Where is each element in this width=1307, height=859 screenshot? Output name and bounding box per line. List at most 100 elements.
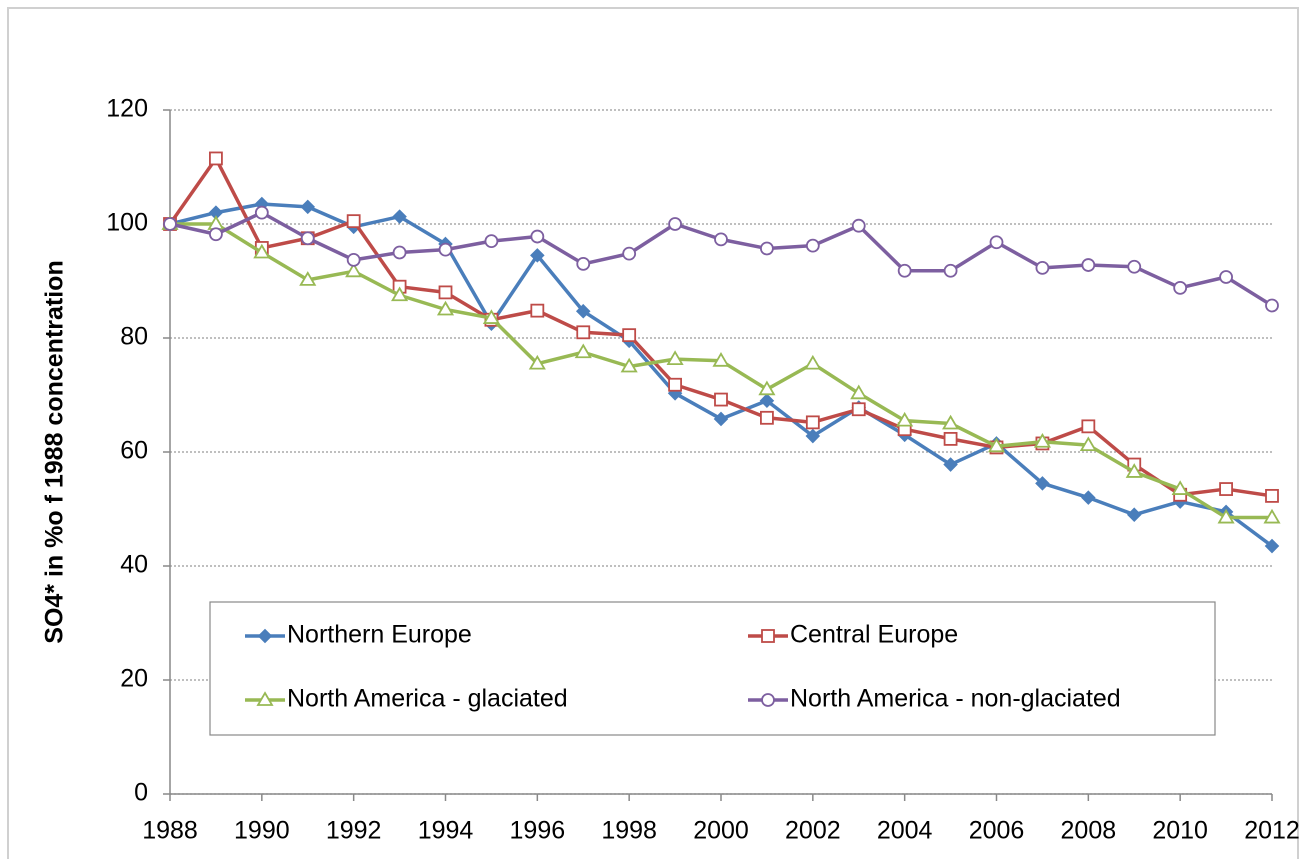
x-tick-label: 2006 [969, 817, 1025, 845]
marker [668, 217, 682, 231]
y-tick-label: 20 [120, 665, 148, 693]
marker [576, 325, 591, 340]
marker [620, 357, 638, 373]
marker [392, 209, 407, 224]
marker [1079, 436, 1097, 452]
marker [850, 384, 868, 400]
marker [345, 262, 363, 278]
marker [392, 245, 407, 260]
marker [713, 411, 729, 427]
series-line [170, 222, 1272, 520]
marker [1263, 508, 1281, 524]
marker [760, 410, 774, 425]
marker [575, 303, 591, 319]
legend-label: Central Europe [790, 621, 958, 649]
series-line [169, 202, 1274, 548]
marker [1264, 538, 1280, 554]
marker [299, 271, 317, 286]
marker [1219, 270, 1233, 284]
y-tick-label: 40 [120, 551, 148, 579]
marker [851, 402, 866, 417]
marker [1081, 258, 1096, 272]
marker [1125, 463, 1143, 478]
marker [1035, 260, 1050, 275]
marker [987, 437, 1006, 453]
marker [1126, 507, 1142, 522]
chart-frame [7, 7, 1299, 859]
legend-marker [761, 629, 775, 643]
marker [622, 246, 637, 261]
marker [209, 227, 223, 242]
y-tick-label: 120 [106, 95, 148, 123]
legend-marker [761, 693, 775, 707]
marker [209, 151, 223, 166]
marker [436, 300, 455, 316]
y-tick-label: 80 [120, 323, 148, 351]
marker [760, 241, 774, 256]
marker [438, 285, 453, 300]
x-tick-label: 1996 [510, 817, 566, 845]
marker [391, 286, 409, 302]
marker [484, 234, 499, 249]
marker [666, 350, 684, 365]
marker [622, 328, 637, 343]
marker [254, 205, 269, 220]
marker [805, 415, 820, 430]
marker [1219, 482, 1233, 496]
marker [943, 457, 958, 472]
marker [712, 352, 730, 367]
marker [1173, 280, 1188, 295]
marker [528, 354, 546, 370]
legend-box [209, 601, 1216, 736]
x-tick-label: 2010 [1152, 817, 1208, 845]
marker [1035, 476, 1050, 491]
legend-label: North America - glaciated [287, 685, 568, 713]
x-tick-label: 1988 [142, 817, 198, 845]
x-tick-label: 1992 [326, 817, 382, 845]
x-tick-label: 2000 [693, 817, 749, 845]
marker [851, 218, 866, 233]
marker [989, 235, 1004, 250]
marker [1265, 298, 1279, 313]
marker [1171, 480, 1189, 495]
marker [942, 414, 960, 430]
marker [804, 354, 822, 370]
x-tick-label: 2002 [785, 817, 841, 845]
legend-marker [256, 691, 274, 706]
marker [759, 393, 775, 408]
marker [574, 343, 592, 359]
marker [943, 263, 958, 278]
marker [530, 229, 545, 244]
marker [943, 431, 958, 446]
x-tick-label: 2008 [1061, 817, 1117, 845]
legend-label: North America - non-glaciated [790, 685, 1121, 713]
x-tick-label: 1998 [601, 817, 657, 845]
y-tick-label: 100 [106, 209, 148, 237]
marker [253, 243, 271, 259]
marker [300, 199, 316, 215]
marker [805, 428, 821, 444]
y-tick-label: 0 [134, 779, 148, 807]
x-tick-label: 2004 [877, 817, 933, 845]
legend-label: Northern Europe [287, 621, 472, 649]
marker [346, 214, 361, 229]
marker [1081, 490, 1096, 505]
marker [576, 256, 591, 271]
marker [805, 238, 820, 253]
marker [714, 232, 728, 247]
x-tick-label: 1994 [418, 817, 474, 845]
marker [758, 380, 776, 396]
marker [896, 411, 914, 427]
marker [163, 217, 177, 231]
legend-marker [257, 628, 273, 644]
marker [1033, 432, 1051, 448]
marker [438, 242, 453, 257]
y-tick-label: 60 [120, 437, 148, 465]
marker [1081, 419, 1096, 434]
marker [1217, 508, 1235, 524]
x-tick-label: 2012 [1244, 817, 1300, 845]
series-line [168, 156, 1273, 498]
marker [1265, 488, 1279, 503]
